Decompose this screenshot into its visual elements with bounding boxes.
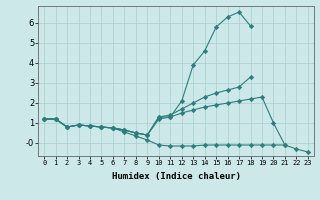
- X-axis label: Humidex (Indice chaleur): Humidex (Indice chaleur): [111, 172, 241, 181]
